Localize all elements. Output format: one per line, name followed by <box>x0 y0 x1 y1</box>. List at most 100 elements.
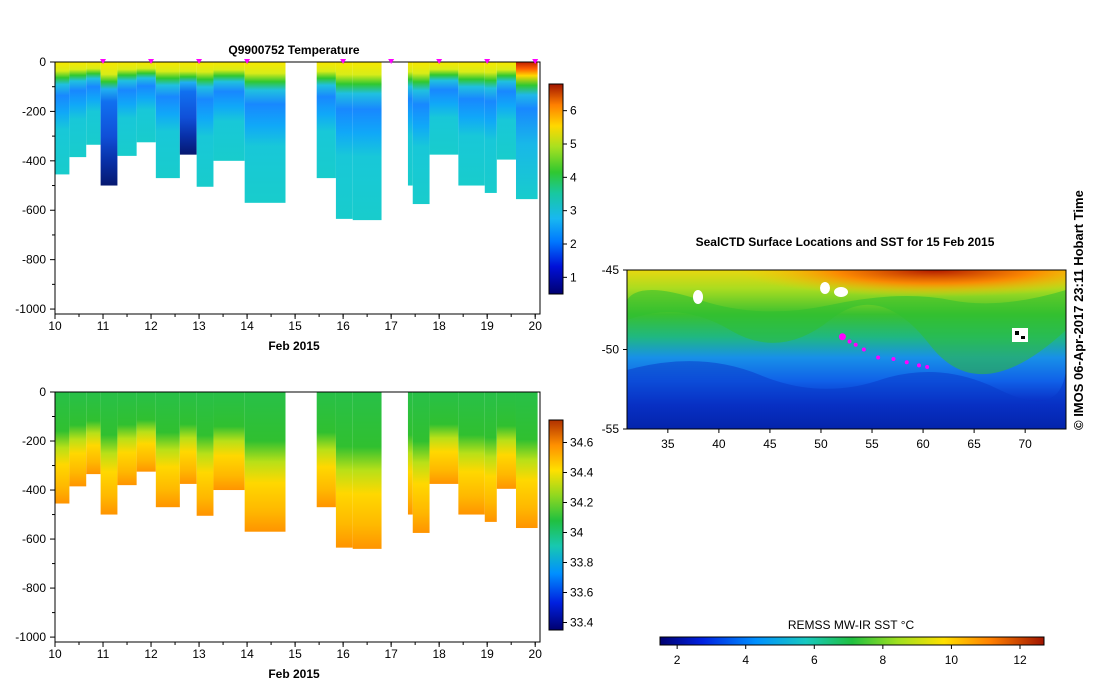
plot-frame <box>54 61 541 315</box>
land-island <box>1015 331 1019 335</box>
profile-column <box>136 62 156 143</box>
seal-track <box>838 333 930 369</box>
colorbar-tick-label: 1 <box>570 270 577 284</box>
imos-credit-text: © IMOS 06-Apr-2017 23:11 Hobart Time <box>1071 190 1086 430</box>
profile-column <box>335 62 353 219</box>
salinity-x-axis-label: Feb 2015 <box>268 667 320 681</box>
colorbar-tick-label: 8 <box>880 653 887 667</box>
profile-marker <box>388 59 395 64</box>
x-tick-label: 20 <box>529 319 543 333</box>
profile-marker <box>340 59 347 64</box>
map-x-tick-label: 65 <box>967 437 981 451</box>
colorbar-tick-label: 33.4 <box>570 616 594 630</box>
sst-colorbar-gradient <box>659 636 1045 646</box>
map-y-tick-label: -55 <box>602 422 620 436</box>
profile-column <box>117 62 137 156</box>
seal-location-point <box>904 360 909 365</box>
profile-column <box>100 62 118 186</box>
y-tick-label: -400 <box>22 154 46 168</box>
profile-column <box>244 392 286 532</box>
y-tick-label: -600 <box>22 532 46 546</box>
colorbar-tick-label: 12 <box>1013 653 1027 667</box>
profile-marker <box>244 59 251 64</box>
profile-column <box>352 392 382 549</box>
map-x-tick-label: 70 <box>1018 437 1032 451</box>
colorbar-tick-label: 2 <box>674 653 681 667</box>
profile-column <box>196 62 214 187</box>
x-tick-label: 16 <box>336 647 350 661</box>
temperature-plot-title: Q9900752 Temperature <box>228 43 360 57</box>
profile-column <box>407 62 413 186</box>
x-tick-label: 17 <box>384 647 398 661</box>
temperature-section-plot: 10 11 12 13 14 15 16 17 18 19 20 0 -200 -400 -600 -800 -… <box>15 55 542 333</box>
map-y-tick-label: -45 <box>602 263 620 277</box>
y-tick-label: -200 <box>22 434 46 448</box>
salinity-colorbar: 33.4 33.6 33.8 34 34.2 34.4 34.6 <box>548 419 594 631</box>
map-x-tick-label: 35 <box>661 437 675 451</box>
profile-column <box>316 62 336 179</box>
temperature-colorbar-gradient <box>548 83 564 295</box>
seal-location-point <box>861 347 866 352</box>
map-x-tick-label: 45 <box>763 437 777 451</box>
x-tick-label: 17 <box>384 319 398 333</box>
seal-location-point <box>847 339 852 344</box>
profile-column <box>429 62 459 155</box>
profile-column <box>496 62 516 160</box>
profile-column <box>69 62 87 158</box>
profile-marker <box>196 59 203 64</box>
profile-column <box>86 392 101 475</box>
x-tick-label: 18 <box>432 319 446 333</box>
profile-column <box>484 62 497 193</box>
profile-column <box>496 392 516 489</box>
sst-front-green <box>627 290 1066 375</box>
colorbar-tick-label: 3 <box>570 204 577 218</box>
colorbar-tick-label: 2 <box>570 237 577 251</box>
colorbar-tick-label: 5 <box>570 137 577 151</box>
seal-location-point <box>876 355 881 360</box>
profile-column <box>69 392 87 487</box>
map-x-tick-label: 50 <box>814 437 828 451</box>
x-tick-label: 15 <box>288 647 302 661</box>
profile-column <box>458 62 485 186</box>
profile-column <box>484 392 497 522</box>
plot-frame <box>54 391 541 643</box>
x-tick-label: 19 <box>480 319 494 333</box>
x-tick-label: 13 <box>192 319 206 333</box>
x-tick-label: 14 <box>240 647 254 661</box>
profile-column <box>335 392 353 548</box>
x-tick-label: 16 <box>336 319 350 333</box>
y-tick-label: -1000 <box>15 302 46 316</box>
profile-column <box>352 62 382 221</box>
profile-column <box>117 392 137 486</box>
x-tick-label: 10 <box>48 319 62 333</box>
x-tick-label: 10 <box>48 647 62 661</box>
colorbar-tick-label: 34.6 <box>570 436 594 450</box>
map-y-tick-label: -50 <box>602 343 620 357</box>
seal-location-point <box>853 342 858 347</box>
y-tick-label: 0 <box>39 55 46 69</box>
sst-colorbar-label: REMSS MW-IR SST °C <box>788 618 915 632</box>
salinity-colorbar-gradient <box>548 419 564 631</box>
x-tick-label: 18 <box>432 647 446 661</box>
profile-column <box>213 62 245 161</box>
profile-column <box>458 392 485 515</box>
profile-column <box>412 62 430 205</box>
colorbar-tick-label: 4 <box>570 170 577 184</box>
profile-marker <box>100 59 107 64</box>
sst-map: 35 40 45 50 55 60 65 70 -45 -50 -55 <box>602 263 1067 451</box>
profile-column <box>213 392 245 491</box>
profile-marker <box>484 59 491 64</box>
x-tick-label: 14 <box>240 319 254 333</box>
temperature-colorbar: 1 2 3 4 5 6 <box>548 83 577 295</box>
profile-column <box>100 392 118 515</box>
land-island <box>834 287 848 297</box>
x-tick-label: 19 <box>480 647 494 661</box>
y-tick-label: -800 <box>22 581 46 595</box>
x-tick-label: 20 <box>529 647 543 661</box>
colorbar-tick-label: 34.2 <box>570 496 594 510</box>
profile-column <box>515 392 538 529</box>
y-tick-label: -1000 <box>15 630 46 644</box>
temperature-x-axis-label: Feb 2015 <box>268 339 320 353</box>
map-axes: 35 40 45 50 55 60 65 70 -45 -50 -55 <box>602 263 1033 451</box>
colorbar-tick-label: 34 <box>570 526 584 540</box>
